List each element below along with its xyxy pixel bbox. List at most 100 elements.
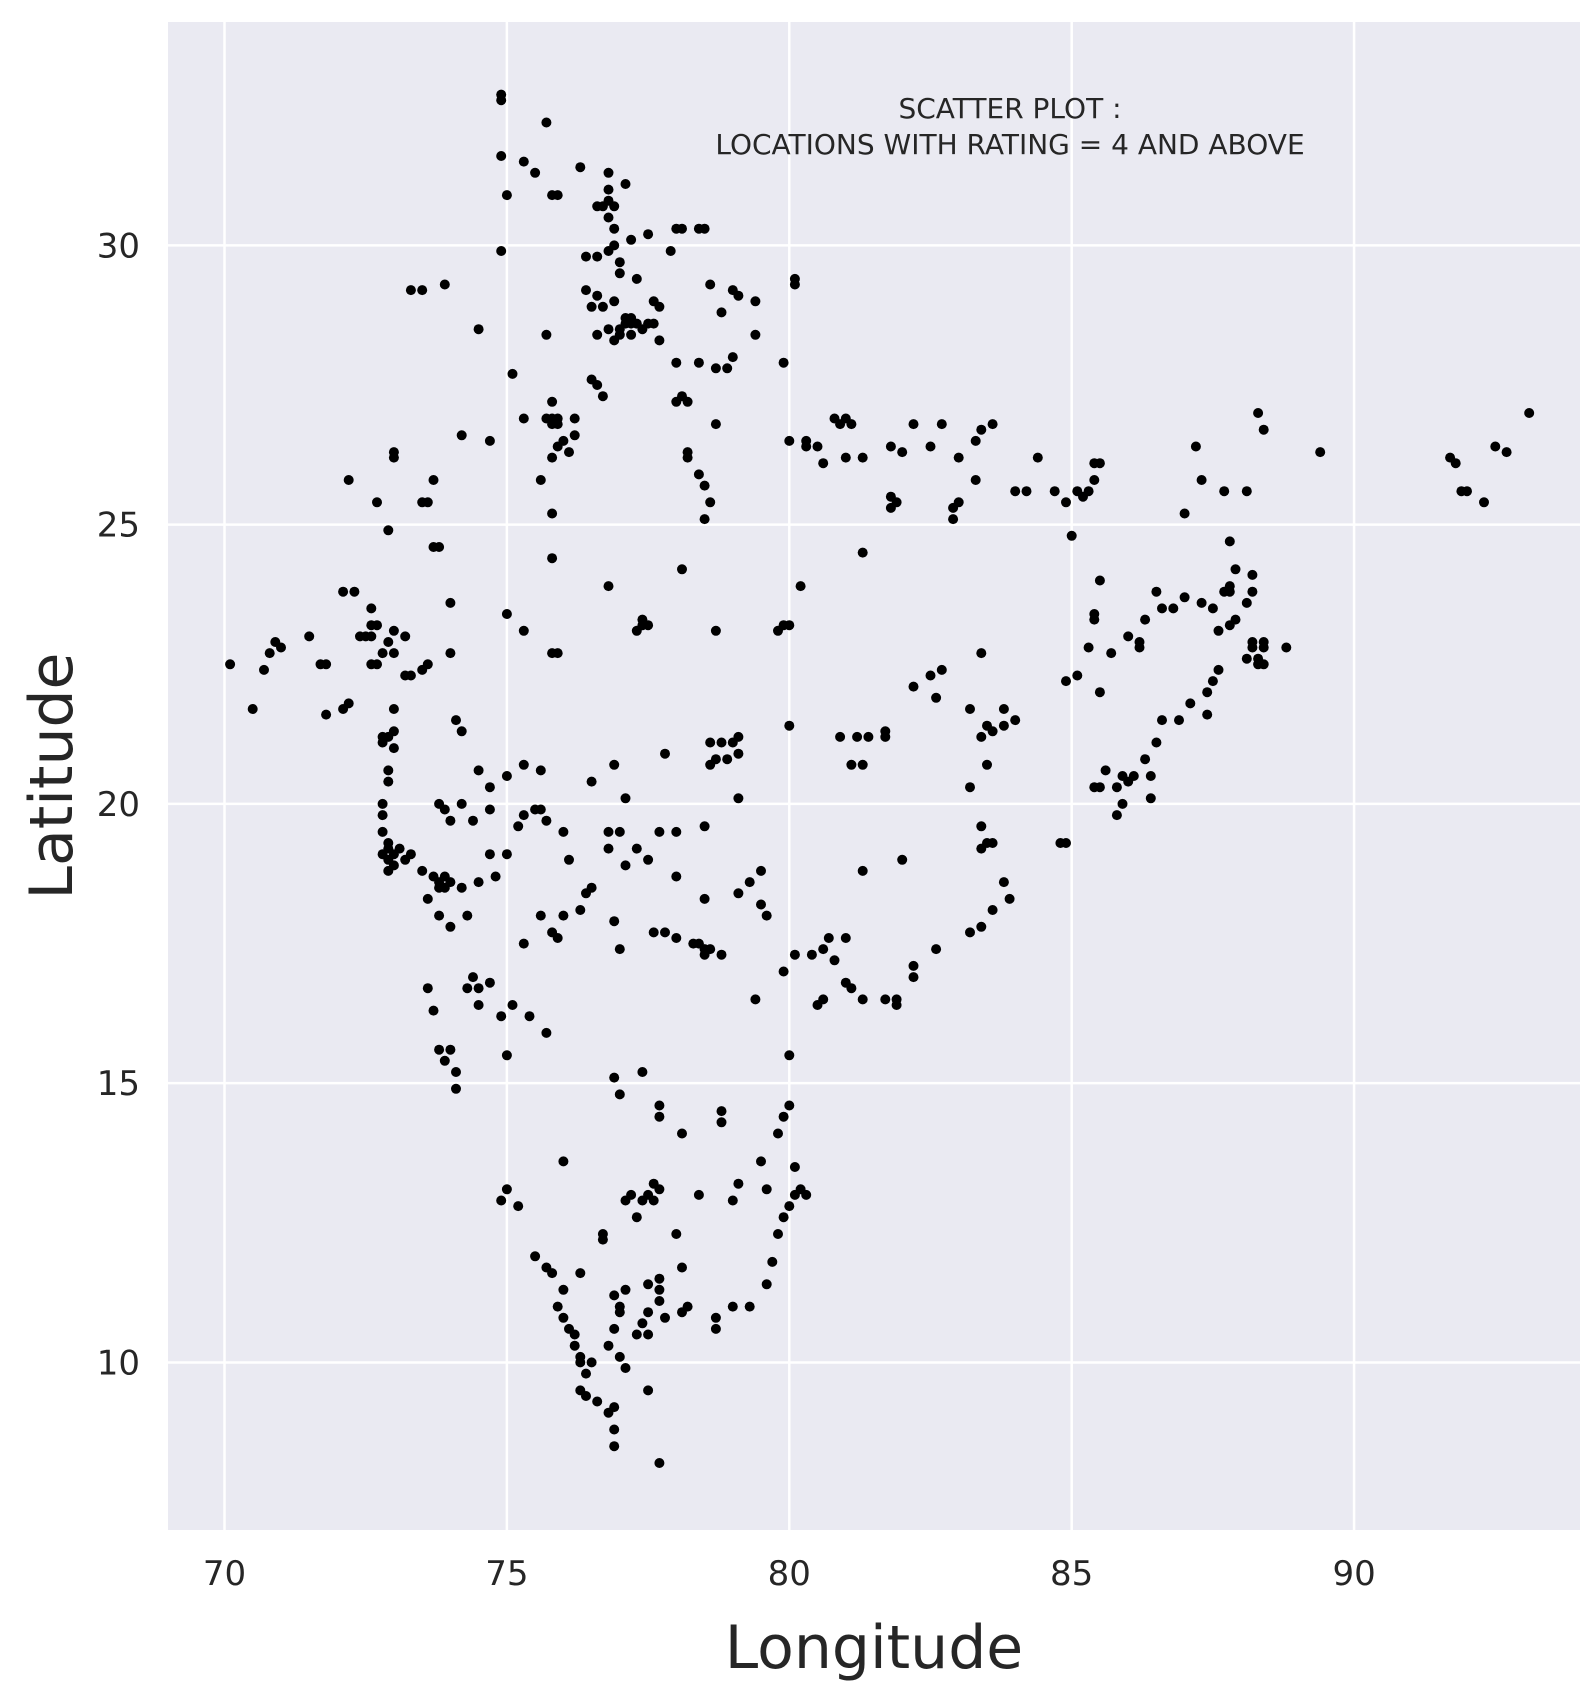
data-point — [756, 899, 766, 910]
data-point — [451, 1083, 461, 1094]
data-point — [434, 910, 445, 921]
data-point — [552, 933, 563, 943]
data-point — [484, 977, 495, 988]
data-point — [530, 167, 541, 178]
data-point — [518, 938, 529, 949]
data-point — [383, 525, 394, 536]
data-point — [965, 782, 975, 793]
data-point — [592, 1396, 603, 1407]
data-point — [705, 759, 716, 770]
data-point — [1281, 642, 1292, 653]
data-point — [846, 419, 857, 430]
data-point — [1230, 564, 1241, 575]
data-point — [897, 854, 908, 865]
data-point — [976, 648, 987, 659]
data-point — [620, 179, 631, 189]
data-point — [835, 731, 846, 742]
data-point — [609, 759, 620, 770]
data-point — [677, 564, 687, 575]
data-point — [462, 983, 473, 994]
y-tick-label: 30 — [97, 226, 140, 266]
data-point — [773, 625, 783, 636]
y-tick-labels: 10 15 20 25 30 — [97, 226, 140, 1383]
data-point — [620, 793, 631, 804]
data-point — [784, 1201, 795, 1212]
data-point — [1151, 586, 1162, 597]
x-axis-label: Longitude — [725, 1613, 1023, 1683]
data-point — [716, 737, 727, 748]
data-point — [976, 821, 987, 832]
data-point — [597, 1234, 608, 1245]
data-point — [1061, 838, 1071, 848]
data-point — [1219, 486, 1230, 497]
data-point — [547, 419, 558, 430]
data-point — [569, 430, 580, 441]
data-point — [496, 151, 507, 161]
data-point — [705, 497, 716, 508]
data-point — [643, 1329, 654, 1340]
data-point — [501, 609, 512, 619]
data-point — [445, 597, 456, 608]
data-point — [428, 871, 439, 882]
data-point — [1168, 603, 1179, 614]
data-point — [321, 709, 332, 720]
data-point — [648, 927, 659, 938]
data-point — [1066, 530, 1077, 541]
data-point — [564, 447, 574, 458]
data-point — [1241, 486, 1252, 497]
y-tick-label: 20 — [97, 785, 140, 825]
data-point — [699, 514, 710, 525]
data-point — [654, 1284, 665, 1295]
data-point — [614, 944, 625, 955]
data-point — [383, 865, 394, 876]
data-point — [716, 949, 727, 960]
data-point — [733, 748, 744, 759]
data-point — [501, 1184, 512, 1195]
data-point — [473, 983, 484, 994]
data-point — [1134, 637, 1145, 647]
data-point — [744, 1301, 755, 1312]
y-tick-label: 10 — [97, 1343, 140, 1383]
data-point — [614, 1301, 625, 1312]
data-point — [750, 329, 761, 340]
data-point — [1315, 447, 1326, 458]
data-point — [349, 586, 360, 597]
data-point — [614, 268, 625, 279]
data-point — [631, 843, 642, 854]
data-point — [547, 396, 558, 407]
data-point — [976, 424, 987, 435]
data-point — [609, 296, 620, 307]
data-point — [592, 290, 603, 301]
y-tick-label: 25 — [97, 506, 140, 546]
data-point — [857, 452, 868, 463]
data-point — [654, 1458, 665, 1468]
data-point — [513, 1201, 524, 1212]
data-point — [1190, 441, 1201, 452]
data-point — [705, 737, 716, 748]
data-point — [953, 452, 964, 463]
data-point — [1253, 408, 1264, 418]
data-point — [609, 1402, 620, 1413]
data-point — [388, 625, 399, 636]
data-point — [614, 826, 625, 837]
data-point — [456, 798, 467, 809]
data-point — [970, 435, 981, 446]
data-point — [1106, 648, 1117, 659]
data-point — [1490, 441, 1501, 452]
data-point — [722, 363, 733, 374]
data-point — [631, 1212, 642, 1223]
data-point — [716, 307, 727, 318]
x-tick-labels: 70 75 80 85 90 — [203, 1554, 1376, 1594]
data-point — [931, 944, 942, 955]
y-axis-label: Latitude — [17, 653, 87, 900]
data-point — [733, 290, 744, 301]
data-point — [405, 849, 416, 860]
data-point — [767, 1256, 778, 1267]
data-point — [1049, 486, 1060, 497]
data-point — [575, 162, 586, 173]
data-point — [778, 1111, 789, 1122]
data-point — [626, 329, 637, 340]
data-point — [225, 659, 236, 670]
data-point — [530, 1251, 541, 1262]
data-point — [626, 1189, 637, 1200]
